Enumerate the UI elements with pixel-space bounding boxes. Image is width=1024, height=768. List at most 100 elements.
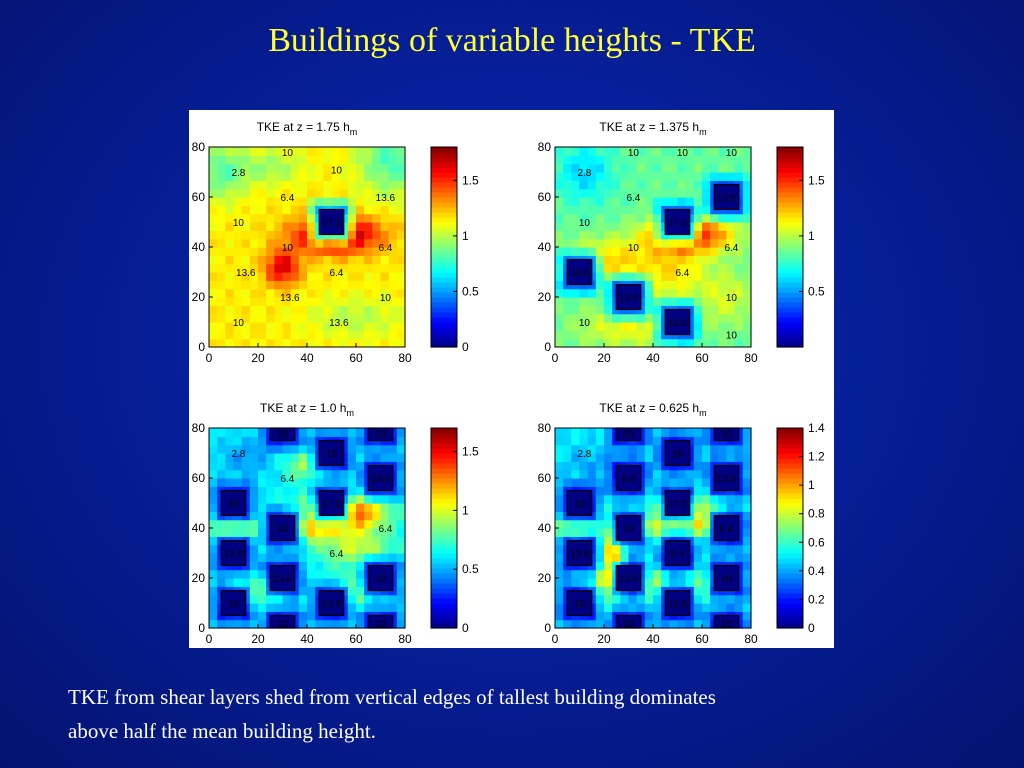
colorbar-segment: [431, 322, 457, 328]
tke-cell: [241, 155, 251, 165]
tke-cell: [249, 205, 259, 215]
tke-cell: [347, 494, 357, 504]
tke-cell: [742, 330, 752, 340]
tke-cell: [233, 428, 243, 437]
tke-cell: [356, 180, 365, 190]
tke-cell: [396, 511, 406, 521]
tke-cell: [290, 222, 300, 231]
colorbar-segment: [431, 157, 457, 163]
tke-cell: [587, 247, 597, 256]
building-height-label: 17.2: [668, 499, 688, 510]
tke-cell: [718, 247, 728, 256]
tke-cell: [669, 478, 679, 487]
colorbar-frame: [776, 146, 804, 348]
tke-cell: [331, 163, 341, 173]
tke-cell: [734, 453, 744, 462]
tke-cell: [677, 172, 687, 181]
colorbar-segment: [777, 513, 803, 519]
y-tick-label: 60: [538, 190, 552, 204]
tke-cell: [669, 469, 679, 479]
tke-cell: [396, 305, 406, 315]
colorbar-segment: [777, 523, 803, 529]
colorbar-tick-label: 1: [808, 229, 815, 243]
tke-cell: [693, 147, 703, 156]
tke-cell: [331, 428, 341, 437]
tke-cell: [225, 147, 235, 156]
tke-cell: [258, 536, 267, 546]
tke-cell: [249, 586, 259, 596]
tke-cell: [628, 263, 638, 273]
x-tick-label: 80: [398, 632, 412, 646]
tke-cell: [693, 461, 703, 471]
tke-cell: [274, 147, 284, 156]
tke-cell: [298, 205, 308, 215]
contour-label: 6.4: [329, 268, 343, 279]
tke-cell: [380, 528, 390, 537]
tke-cell: [571, 444, 581, 454]
tke-cell: [702, 553, 711, 562]
tke-cell: [702, 338, 711, 348]
tke-cell: [644, 163, 654, 173]
tke-cell: [726, 544, 736, 554]
tke-cell: [364, 180, 373, 190]
tke-cell: [282, 444, 292, 454]
tke-cell: [380, 230, 390, 240]
tke-cell: [587, 569, 597, 579]
tke-cell: [620, 544, 630, 554]
tke-cell: [298, 503, 308, 512]
tke-cell: [307, 469, 316, 479]
tke-cell: [372, 255, 382, 265]
tke-cell: [290, 494, 300, 504]
tke-cell: [347, 280, 357, 290]
colorbar-segment: [431, 287, 457, 293]
tke-cell: [225, 172, 235, 181]
tke-cell: [734, 338, 744, 348]
colorbar-tick-label: 1: [462, 503, 469, 517]
tke-cell: [669, 619, 679, 629]
building-height-label: 10: [623, 524, 635, 535]
tke-cell: [734, 172, 744, 181]
tke-cell: [290, 461, 300, 471]
colorbar: 00.20.40.60.811.21.4: [776, 421, 825, 635]
tke-cell: [258, 147, 267, 156]
tke-cell: [233, 213, 243, 223]
tke-cell: [644, 544, 654, 554]
tke-cell: [702, 205, 711, 215]
x-tick-label: 60: [695, 351, 709, 365]
tke-cell: [266, 180, 275, 190]
tke-cell: [274, 486, 284, 496]
tke-cell: [225, 338, 235, 348]
tke-cell: [563, 444, 572, 454]
tke-cell: [258, 578, 267, 587]
tke-cell: [282, 272, 292, 281]
tke-cell: [587, 230, 597, 240]
tke-cell: [726, 338, 736, 348]
colorbar-segment: [777, 332, 803, 338]
tke-cell: [628, 544, 638, 554]
tke-cell: [249, 247, 259, 256]
tke-cell: [620, 338, 630, 348]
tke-cell: [307, 619, 316, 629]
contour-label: 10: [628, 148, 640, 159]
tke-cell: [693, 180, 703, 190]
tke-cell: [555, 569, 564, 579]
tke-cell: [298, 272, 308, 281]
tke-cell: [620, 222, 630, 231]
tke-cell: [307, 428, 316, 437]
tke-cell: [323, 280, 333, 290]
tke-cell: [563, 172, 572, 181]
tke-cell: [742, 603, 752, 612]
tke-cell: [323, 172, 333, 181]
tke-cell: [331, 247, 341, 256]
tke-cell: [653, 469, 662, 479]
tke-cell: [579, 528, 589, 537]
tke-cell: [347, 272, 357, 281]
tke-cell: [612, 322, 621, 331]
tke-cell: [347, 478, 357, 487]
tke-cell: [274, 461, 284, 471]
building-block: [367, 464, 394, 492]
tke-cell: [282, 172, 292, 181]
tke-cell: [653, 280, 662, 290]
tke-cell: [307, 247, 316, 256]
tke-cell: [636, 180, 646, 190]
